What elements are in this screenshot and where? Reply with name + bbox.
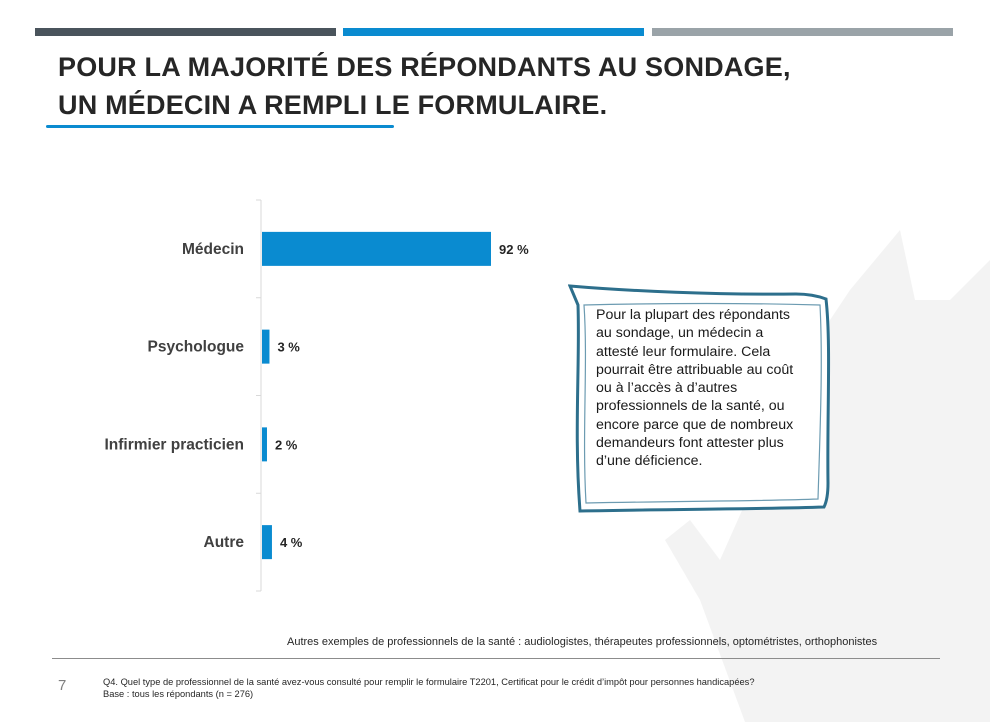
bar-2 [262, 427, 267, 462]
value-label-2: 2 % [275, 437, 298, 452]
top-bar-segment-dark [35, 28, 336, 36]
category-label-1: Psychologue [148, 339, 245, 356]
category-label-3: Autre [204, 534, 245, 551]
top-bar-segment-gray [652, 28, 953, 36]
question-line: Q4. Quel type de professionnel de la san… [103, 677, 755, 687]
category-label-2: Infirmier practicien [104, 436, 244, 453]
top-bar-segment-blue [343, 28, 644, 36]
callout-text: Pour la plupart des répondants au sondag… [596, 307, 794, 470]
page-title: POUR LA MAJORITÉ DES RÉPONDANTS AU SONDA… [58, 48, 918, 124]
footer-divider [52, 658, 940, 659]
value-label-0: 92 % [499, 242, 529, 257]
title-underline [46, 125, 394, 128]
footnote: Autres exemples de professionnels de la … [287, 636, 878, 648]
bar-0 [262, 231, 491, 266]
bar-1 [262, 329, 270, 364]
callout-box: Pour la plupart des répondants au sondag… [568, 283, 833, 513]
title-line-1: POUR LA MAJORITÉ DES RÉPONDANTS AU SONDA… [58, 52, 791, 82]
question-text: Q4. Quel type de professionnel de la san… [103, 676, 755, 700]
bar-3 [262, 525, 272, 560]
title-line-2: UN MÉDECIN A REMPLI LE FORMULAIRE. [58, 90, 608, 120]
value-label-3: 4 % [280, 535, 303, 550]
page-number: 7 [58, 677, 67, 694]
base-line: Base : tous les répondants (n = 276) [103, 689, 254, 699]
callout-frame [568, 284, 831, 513]
category-label-0: Médecin [182, 241, 244, 258]
value-label-1: 3 % [277, 340, 300, 355]
